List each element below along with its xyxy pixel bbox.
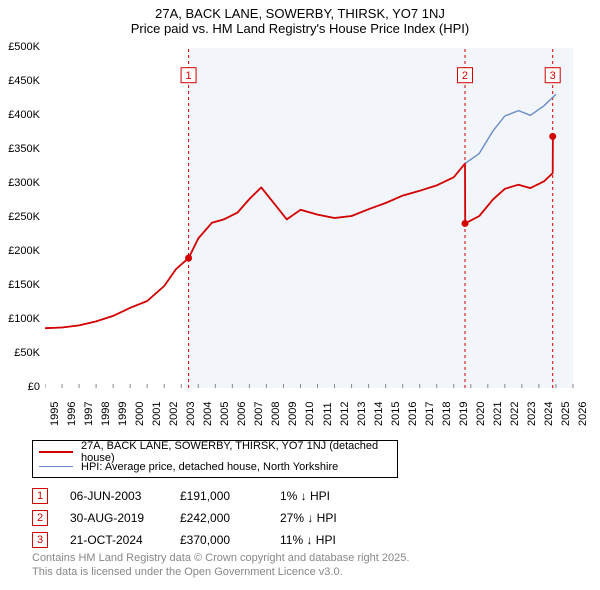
x-tick-label: 2008: [270, 402, 282, 426]
x-tick-label: 2005: [219, 402, 231, 426]
chart-title: 27A, BACK LANE, SOWERBY, THIRSK, YO7 1NJ: [0, 6, 600, 21]
svg-text:1: 1: [186, 70, 192, 82]
legend-swatch: [39, 466, 73, 467]
x-tick-label: 2021: [492, 402, 504, 426]
x-tick-label: 2016: [407, 402, 419, 426]
y-tick-label: £500K: [0, 41, 40, 53]
attribution-line: This data is licensed under the Open Gov…: [32, 566, 409, 580]
title-block: 27A, BACK LANE, SOWERBY, THIRSK, YO7 1NJ…: [0, 0, 600, 38]
y-tick-label: £200K: [0, 245, 40, 257]
x-tick-label: 2009: [287, 402, 299, 426]
y-axis-labels: £0£50K£100K£150K£200K£250K£300K£350K£400…: [0, 48, 42, 388]
x-tick-label: 2000: [134, 402, 146, 426]
x-tick-label: 2025: [560, 402, 572, 426]
x-tick-label: 1999: [117, 402, 129, 426]
x-tick-label: 2012: [339, 402, 351, 426]
transaction-diff: 1% ↓ HPI: [280, 489, 390, 503]
legend-swatch: [39, 451, 73, 453]
y-tick-label: £450K: [0, 75, 40, 87]
svg-text:3: 3: [550, 70, 556, 82]
x-tick-label: 1998: [100, 402, 112, 426]
legend: 27A, BACK LANE, SOWERBY, THIRSK, YO7 1NJ…: [32, 440, 398, 478]
transaction-marker: 1: [32, 488, 48, 504]
x-tick-label: 2011: [322, 402, 334, 426]
legend-label: HPI: Average price, detached house, Nort…: [81, 461, 338, 473]
y-tick-label: £300K: [0, 177, 40, 189]
y-tick-label: £350K: [0, 143, 40, 155]
transaction-price: £191,000: [180, 489, 280, 503]
x-tick-label: 2019: [458, 402, 470, 426]
chart-svg: 1 2 3: [45, 48, 590, 388]
transaction-date: 21-OCT-2024: [70, 533, 180, 547]
y-tick-label: £150K: [0, 279, 40, 291]
x-tick-label: 2013: [356, 402, 368, 426]
x-tick-label: 1996: [66, 402, 78, 426]
transaction-diff: 27% ↓ HPI: [280, 511, 390, 525]
x-tick-label: 2003: [185, 402, 197, 426]
x-axis-labels: 1995 1996 1997 1998 1999 2000 2001 2002 2003 2004…: [45, 392, 590, 436]
x-tick-label: 2014: [373, 402, 385, 426]
x-tick-label: 1997: [83, 402, 95, 426]
y-tick-label: £400K: [0, 109, 40, 121]
x-tick-label: 2017: [424, 402, 436, 426]
transaction-marker: 3: [32, 532, 48, 548]
x-tick-label: 2007: [253, 402, 265, 426]
x-tick-label: 2018: [441, 402, 453, 426]
x-tick-label: 2023: [526, 402, 538, 426]
x-tick-label: 2015: [390, 402, 402, 426]
transaction-row: 1 06-JUN-2003£191,0001% ↓ HPI: [32, 486, 390, 506]
attribution-line: Contains HM Land Registry data © Crown c…: [32, 552, 409, 566]
transaction-row: 2 30-AUG-2019£242,00027% ↓ HPI: [32, 508, 390, 528]
plot-area: 1 2 3: [45, 48, 590, 388]
x-tick-label: 2002: [168, 402, 180, 426]
y-tick-label: £250K: [0, 211, 40, 223]
x-tick-label: 2022: [509, 402, 521, 426]
x-tick-label: 2026: [577, 402, 589, 426]
transaction-diff: 11% ↓ HPI: [280, 533, 390, 547]
y-tick-label: £100K: [0, 313, 40, 325]
x-tick-label: 2024: [543, 402, 555, 426]
transaction-date: 30-AUG-2019: [70, 511, 180, 525]
transaction-row: 3 21-OCT-2024£370,00011% ↓ HPI: [32, 530, 390, 550]
x-tick-label: 2004: [202, 402, 214, 426]
transactions-table: 1 06-JUN-2003£191,0001% ↓ HPI 2 30-AUG-2019…: [32, 484, 390, 552]
chart-subtitle: Price paid vs. HM Land Registry's House …: [0, 21, 600, 36]
legend-item: HPI: Average price, detached house, Nort…: [39, 459, 391, 474]
svg-text:2: 2: [462, 70, 468, 82]
x-tick-label: 2020: [475, 402, 487, 426]
chart-container: 27A, BACK LANE, SOWERBY, THIRSK, YO7 1NJ…: [0, 0, 600, 590]
y-tick-label: £0: [0, 381, 40, 393]
y-tick-label: £50K: [0, 347, 40, 359]
transaction-date: 06-JUN-2003: [70, 489, 180, 503]
transaction-marker: 2: [32, 510, 48, 526]
x-tick-label: 2010: [304, 402, 316, 426]
x-tick-label: 2006: [236, 402, 248, 426]
transaction-price: £370,000: [180, 533, 280, 547]
transaction-price: £242,000: [180, 511, 280, 525]
attribution: Contains HM Land Registry data © Crown c…: [32, 552, 409, 580]
legend-item: 27A, BACK LANE, SOWERBY, THIRSK, YO7 1NJ…: [39, 444, 391, 459]
x-tick-label: 2001: [151, 402, 163, 426]
x-tick-label: 1995: [49, 402, 61, 426]
